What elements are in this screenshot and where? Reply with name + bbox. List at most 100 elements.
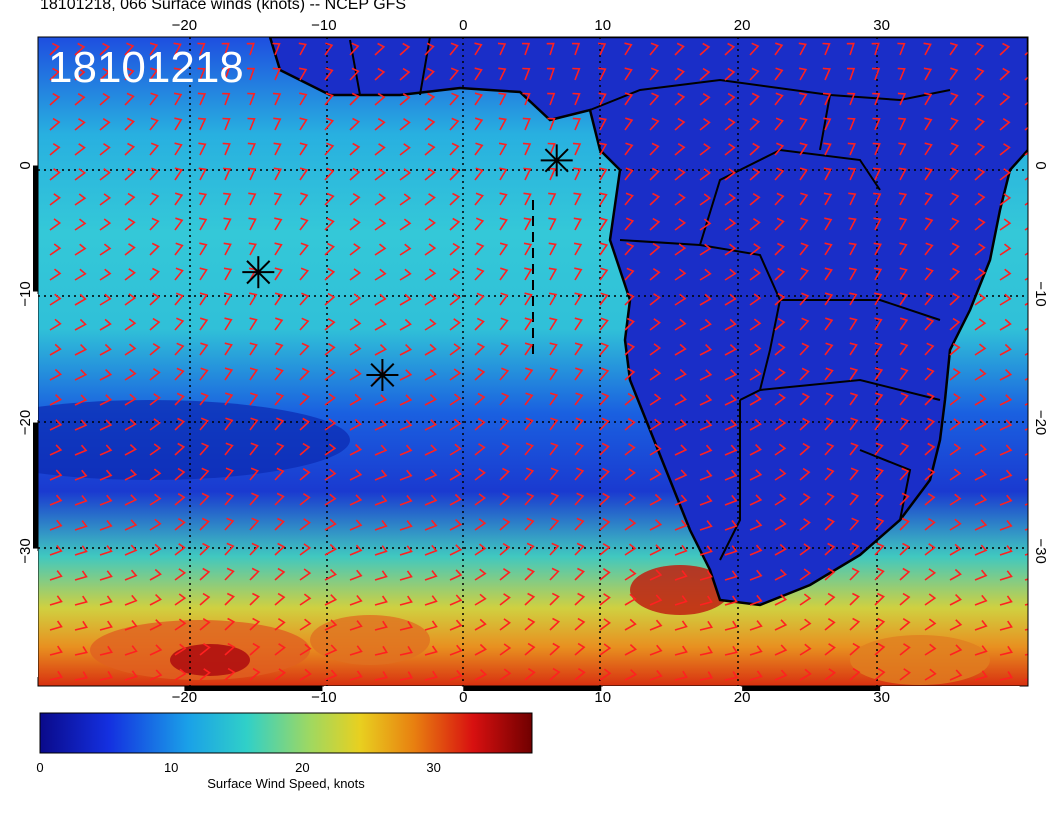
wind-barb-823 [624,543,637,556]
wind-barb-143 [624,117,634,131]
wind-barb-828 [749,544,763,556]
wind-barb-834 [899,542,911,556]
wind-barb-339 [523,242,533,256]
wind-barb-122 [99,118,111,131]
wind-barb-393 [873,267,883,281]
wind-barb-502 [599,342,610,356]
wind-barb-74 [897,67,906,81]
wind-barb-151 [823,117,832,131]
wind-barb-827 [724,545,738,556]
wind-barb-332 [349,243,361,256]
wind-barb-1029 [774,669,788,681]
wind-barb-578 [499,392,510,406]
wind-barb-589 [774,393,786,406]
lat-tick-left-0: 0 [17,161,34,169]
wind-barb-158 [999,118,1011,131]
wind-barb-729 [274,492,285,506]
wind-barb-548 [749,368,762,381]
wind-barb-694 [399,469,413,481]
wind-barb-909 [774,594,788,606]
wind-barb-507 [724,344,737,356]
wind-barb-771 [324,518,337,531]
wind-barb-7 [221,42,230,56]
wind-barb-682 [99,469,113,481]
wind-barb-528 [249,367,259,381]
wind-barb-808 [249,542,260,556]
wind-barb-383 [624,267,635,281]
wind-barb-312 [848,217,857,231]
wind-barb-22 [598,42,607,56]
wind-barb-475 [924,317,935,331]
wind-barb-876 [949,568,962,581]
wind-barb-628 [749,418,762,431]
wind-barb-873 [874,567,885,581]
wind-barb-940 [549,617,561,631]
wind-barb-947 [724,620,738,631]
wind-barb-748 [749,494,763,506]
wind-barb-261 [573,192,582,206]
lon-tick-top-0: −20 [172,17,197,34]
wind-barb-677 [974,444,987,456]
lat-scale-bar-1 [33,294,38,421]
wind-barb-425 [674,293,687,306]
wind-barb-471 [824,317,834,331]
wind-barb-56 [449,67,460,81]
wind-barb-43 [124,67,135,81]
lon-tick-bottom-2: 0 [459,689,467,706]
wind-barb-278 [999,193,1012,206]
wind-barb-535 [424,368,437,381]
lat-tick-left-3: −30 [17,538,34,563]
wind-barb-923 [124,620,138,631]
wind-barb-626 [699,419,713,431]
wind-barb-796 [949,518,962,531]
wind-barb-138 [498,117,507,131]
wind-barb-763 [124,519,138,531]
wind-barb-525 [174,367,185,381]
wind-barb-784 [649,519,663,531]
africa-land [268,37,1028,607]
wind-barb-420 [549,292,558,306]
wind-barb-534 [399,369,413,381]
wind-barb-805 [174,543,186,556]
wind-barb-107 [724,92,736,106]
wind-barb-210 [299,167,309,181]
wind-barb-1030 [799,668,812,681]
wind-barb-866 [699,570,713,581]
wind-barb-686 [199,467,210,481]
wind-barb-450 [299,317,310,331]
wind-barb-518 [999,343,1012,356]
wind-barb-978 [499,643,512,656]
wind-barb-558 [999,369,1013,381]
wind-barb-642 [99,444,113,456]
wind-barb-306 [699,218,712,231]
wind-barb-184 [649,142,660,156]
wind-barb-830 [799,543,811,556]
wind-barb-406 [199,292,208,306]
wind-barb-284 [149,217,160,231]
wind-barb-715 [924,467,936,481]
wind-barb-756 [949,493,962,506]
wind-barb-907 [724,595,738,606]
wind-barb-136 [449,117,460,131]
wind-barb-17 [474,42,483,56]
wind-barb-1010 [299,668,312,681]
wind-barb-416 [449,293,461,306]
wind-barb-26 [699,42,711,56]
page-title: 18101218, 066 Surface winds (knots) -- N… [40,0,407,13]
wind-barb-105 [674,92,686,106]
wind-barb-939 [524,617,536,631]
wind-barb-308 [749,218,761,231]
wind-barb-1019 [524,668,536,681]
wind-barb-300 [548,217,557,231]
wind-barb-152 [847,117,856,131]
lon-scale-bar-0 [184,686,323,691]
wind-barb-710 [799,467,811,481]
wind-barb-376 [449,268,461,281]
wind-barb-554 [899,367,909,381]
wind-barb-636 [949,418,962,431]
wind-barb-342 [599,242,609,256]
wind-barb-59 [522,67,531,81]
wind-barb-857 [474,568,487,581]
wind-barb-327 [223,242,232,256]
wind-barb-630 [799,417,811,431]
